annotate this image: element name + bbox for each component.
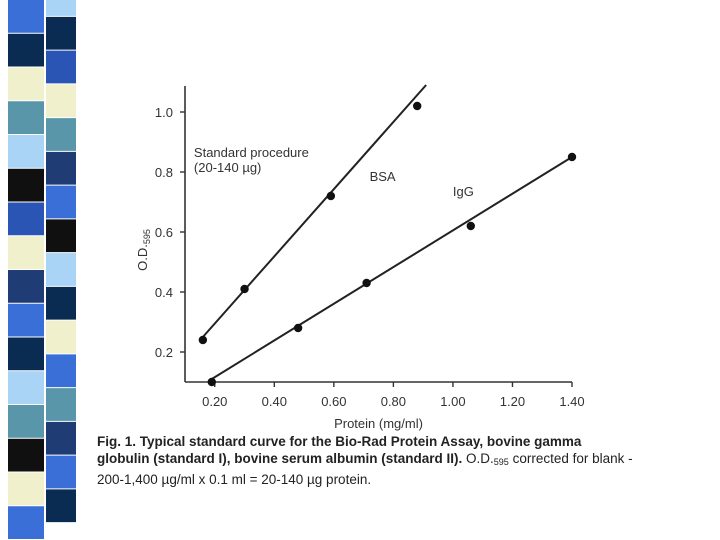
stripe-block (8, 303, 44, 337)
stripe-block (8, 0, 44, 33)
chart-annotation: (20-140 µg) (194, 160, 261, 175)
stripe-block (46, 50, 76, 84)
x-tick-label: 0.80 (381, 394, 406, 409)
stripe-block (8, 472, 44, 506)
stripe-block (8, 168, 44, 202)
caption-od-subscript: 595 (493, 457, 509, 467)
decorative-stripe (8, 0, 76, 539)
stripe-block (46, 16, 76, 50)
stripe-block (8, 135, 44, 168)
y-axis-label: O.D.595 (135, 229, 152, 271)
stripe-block (8, 371, 44, 404)
stripe-block (8, 236, 44, 269)
stripe-block (8, 270, 44, 303)
stripe-block (8, 438, 44, 472)
data-point-igg (567, 152, 577, 162)
fit-lines (202, 84, 573, 380)
y-tick-label: 0.4 (155, 285, 173, 300)
data-point-bsa (326, 191, 336, 201)
x-tick-label: 0.40 (262, 394, 287, 409)
stripe-block (8, 202, 44, 236)
fit-line-bsa (202, 84, 427, 338)
data-point-bsa (413, 101, 422, 111)
stripe-block (8, 337, 44, 371)
caption-bold-text: Fig. 1. Typical standard curve for the B… (97, 434, 582, 466)
stripe-block (46, 286, 76, 320)
stripe-block (46, 455, 76, 489)
stripe-block (8, 405, 44, 438)
data-point-bsa (198, 335, 208, 345)
x-tick-label: 1.40 (559, 394, 584, 409)
stripe-block (46, 253, 76, 286)
data-point-bsa (240, 284, 249, 294)
stripe-block (46, 421, 76, 455)
x-tick-label: 0.20 (202, 394, 227, 409)
data-points (198, 101, 577, 387)
x-axis-label: Protein (mg/ml) (334, 416, 423, 431)
y-tick-label: 0.6 (155, 225, 173, 240)
x-tick-label: 1.20 (500, 394, 525, 409)
caption-rest-text: corrected for blank - 200-1,400 µg/ml x … (97, 451, 633, 487)
stripe-block (46, 0, 76, 16)
stripe-block (8, 33, 44, 67)
stripe-block (46, 388, 76, 421)
stripe-block (46, 219, 76, 253)
stripe-block (46, 185, 76, 219)
stripe-block (8, 67, 44, 101)
chart-labels: Protein (mg/ml) O.D.595 Standard procedure… (135, 145, 474, 431)
chart-axes: 0.20 0.40 0.60 0.80 1.00 1.20 1.40 0.2 0.4 0.6 0.8… (155, 86, 585, 409)
y-tick-label: 0.2 (155, 345, 173, 360)
figure-caption: Fig. 1. Typical standard curve for the B… (97, 433, 637, 488)
stripe-block (46, 118, 76, 151)
caption-od-text: O.D. (462, 451, 494, 466)
stripe-block (8, 101, 44, 134)
x-tick-label: 0.60 (321, 394, 346, 409)
chart-annotation: Standard procedure (194, 145, 309, 160)
data-point-igg (207, 377, 216, 387)
stripe-block (8, 506, 44, 539)
stripe-block (46, 84, 76, 118)
chart-annotation: BSA (370, 169, 396, 184)
x-tick-label: 1.00 (440, 394, 465, 409)
data-point-igg (362, 278, 371, 288)
stripe-block (46, 489, 76, 523)
chart-annotation: IgG (453, 184, 474, 199)
fit-line-igg (211, 156, 573, 380)
y-tick-label: 0.8 (155, 165, 173, 180)
stripe-block (46, 320, 76, 354)
data-point-igg (466, 221, 475, 231)
data-point-igg (293, 323, 303, 333)
y-tick-label: 1.0 (155, 105, 173, 120)
stripe-block (46, 354, 76, 388)
stripe-block (46, 151, 76, 185)
